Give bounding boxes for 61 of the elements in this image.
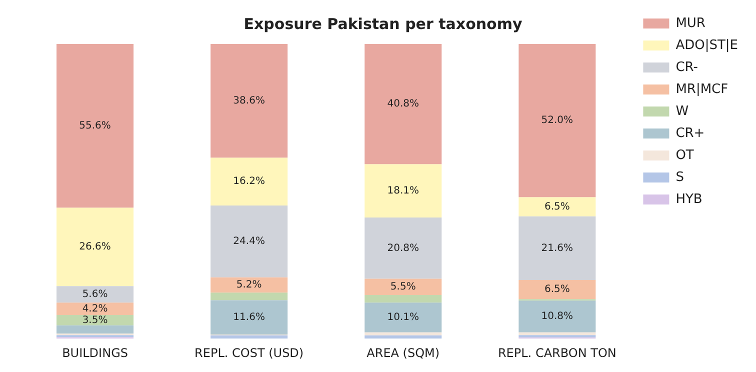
bar	[518, 300, 596, 332]
data-label: 11.6%	[233, 312, 265, 323]
legend-label: OT	[676, 148, 694, 163]
bar	[210, 205, 288, 278]
bar	[518, 44, 596, 198]
chart-title: Exposure Pakistan per taxonomy	[244, 14, 522, 33]
data-label: 26.6%	[79, 242, 111, 253]
bar	[518, 332, 596, 336]
bar	[364, 164, 442, 218]
bar	[210, 335, 288, 339]
data-label: 18.1%	[387, 185, 420, 196]
data-label: 10.1%	[387, 312, 420, 324]
bar	[364, 335, 442, 339]
data-label: 21.6%	[541, 242, 574, 254]
legend-label: MUR	[676, 16, 706, 31]
bar	[56, 208, 134, 286]
bar	[364, 44, 442, 164]
data-label: 6.5%	[544, 284, 570, 296]
bar	[56, 325, 134, 334]
data-label: 16.2%	[233, 176, 265, 188]
bar	[364, 332, 442, 336]
x-tick-label: BUILDINGS	[62, 346, 128, 360]
bar	[518, 216, 596, 280]
data-label: 40.8%	[387, 98, 420, 110]
legend-label: MR|MCF	[676, 82, 728, 97]
data-label: 24.4%	[233, 236, 265, 247]
legend-label: W	[676, 104, 689, 119]
legend-label: ADO|ST|E	[676, 38, 738, 53]
bar	[210, 44, 288, 158]
bar	[210, 300, 288, 334]
bar	[56, 286, 134, 303]
legend-label: HYB	[676, 192, 702, 207]
data-label: 10.8%	[541, 311, 574, 322]
bar	[518, 197, 596, 216]
bar	[210, 277, 288, 293]
bar	[364, 278, 442, 295]
legend-label: CR+	[676, 126, 705, 141]
x-tick-label: REPL. COST (USD)	[194, 346, 304, 360]
x-tick-label: AREA (SQM)	[366, 346, 440, 360]
data-label: 20.8%	[387, 242, 420, 254]
legend-label: CR-	[676, 60, 698, 75]
data-label: 4.2%	[82, 303, 108, 314]
data-label: 5.6%	[82, 289, 108, 300]
data-label: 52.0%	[541, 115, 574, 126]
data-label: 6.5%	[544, 201, 570, 212]
data-label: 5.2%	[236, 280, 262, 291]
data-label: 38.6%	[233, 95, 265, 106]
legend-label: S	[676, 170, 684, 185]
bar	[518, 280, 596, 300]
bar	[364, 302, 442, 332]
bar	[210, 158, 288, 206]
data-label: 55.6%	[79, 120, 111, 132]
x-tick-label: REPL. CARBON TON	[498, 346, 616, 360]
bar	[364, 295, 442, 303]
data-label: 3.5%	[82, 314, 108, 326]
bar	[56, 44, 134, 208]
bar	[364, 218, 442, 279]
bar	[56, 315, 134, 326]
bar	[210, 292, 288, 300]
data-label: 5.5%	[390, 281, 416, 292]
bar	[56, 302, 134, 316]
